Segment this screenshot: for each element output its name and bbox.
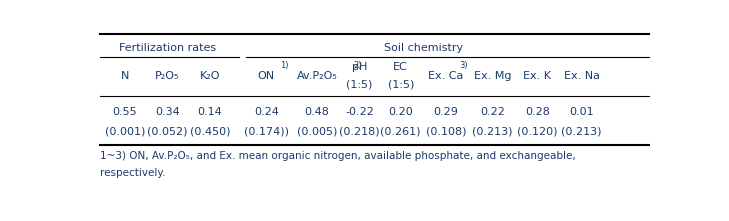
Text: (1:5): (1:5) [388,79,414,89]
Text: EC: EC [394,62,408,72]
Text: 0.22: 0.22 [480,107,504,117]
Text: 0.24: 0.24 [254,107,278,117]
Text: 1): 1) [280,61,289,70]
Text: Ex. K: Ex. K [523,71,551,81]
Text: 0.29: 0.29 [434,107,459,117]
Text: Ex. Ca: Ex. Ca [428,71,464,81]
Text: Ex. Na: Ex. Na [564,71,599,81]
Text: Soil chemistry: Soil chemistry [384,43,464,53]
Text: (0.213): (0.213) [472,126,512,136]
Text: 0.01: 0.01 [569,107,594,117]
Text: 3): 3) [459,61,468,70]
Text: (0.052): (0.052) [147,126,187,136]
Text: 0.34: 0.34 [155,107,180,117]
Text: 0.20: 0.20 [389,107,413,117]
Text: Fertilization rates: Fertilization rates [119,43,216,53]
Text: (0.174)): (0.174)) [243,126,289,136]
Text: (0.005): (0.005) [297,126,338,136]
Text: -0.22: -0.22 [345,107,374,117]
Text: K₂O: K₂O [200,71,220,81]
Text: (0.213): (0.213) [561,126,601,136]
Text: P₂O₅: P₂O₅ [155,71,179,81]
Text: (1:5): (1:5) [346,79,373,89]
Text: (0.108): (0.108) [426,126,466,136]
Text: 1~3) ON, Av.P₂O₅, and Ex. mean organic nitrogen, available phosphate, and exchan: 1~3) ON, Av.P₂O₅, and Ex. mean organic n… [100,151,575,161]
Text: (0.450): (0.450) [190,126,230,136]
Text: Ex. Mg: Ex. Mg [474,71,511,81]
Text: 2): 2) [354,61,362,70]
Text: 0.14: 0.14 [198,107,222,117]
Text: Av.P₂O₅: Av.P₂O₅ [297,71,338,81]
Text: N: N [121,71,129,81]
Text: (0.120): (0.120) [517,126,558,136]
Text: pH: pH [352,62,367,72]
Text: respectively.: respectively. [100,168,165,178]
Text: (0.001): (0.001) [105,126,145,136]
Text: (0.218): (0.218) [339,126,380,136]
Text: ON: ON [258,71,275,81]
Text: (0.261): (0.261) [381,126,421,136]
Text: 0.55: 0.55 [113,107,137,117]
Text: 0.28: 0.28 [525,107,550,117]
Text: 0.48: 0.48 [305,107,330,117]
